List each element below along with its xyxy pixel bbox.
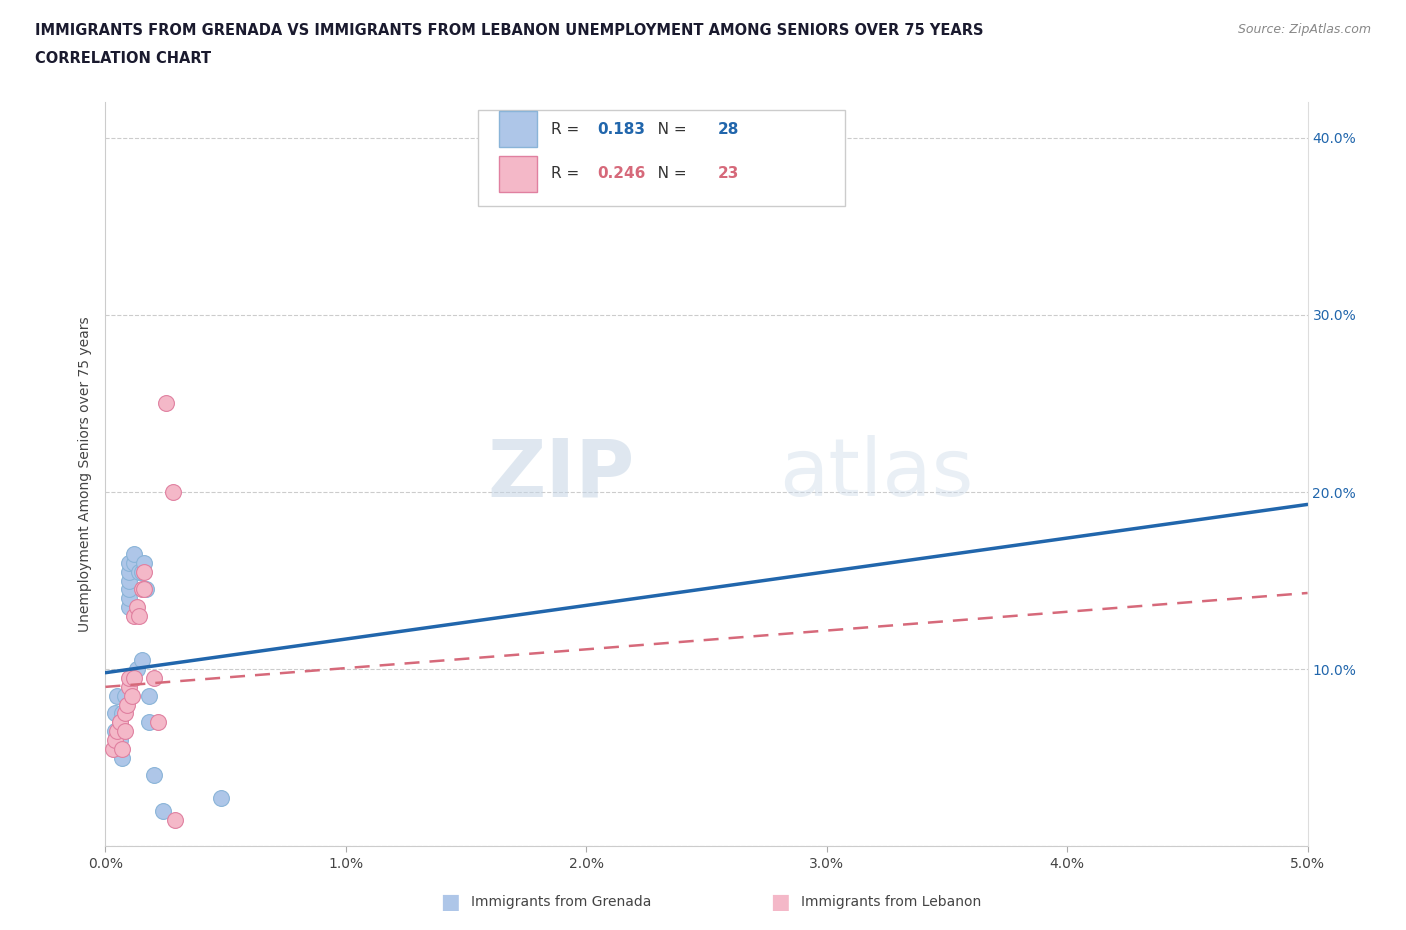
Point <box>128 608 150 623</box>
Text: atlas: atlas <box>779 435 973 513</box>
Text: IMMIGRANTS FROM GRENADA VS IMMIGRANTS FROM LEBANON UNEMPLOYMENT AMONG SENIORS OV: IMMIGRANTS FROM GRENADA VS IMMIGRANTS FR… <box>35 23 984 38</box>
Point <box>124 555 146 570</box>
Point <box>165 812 187 827</box>
Point <box>118 565 141 579</box>
Text: N =: N = <box>643 122 692 137</box>
Text: CORRELATION CHART: CORRELATION CHART <box>35 51 211 66</box>
Text: R =: R = <box>551 166 585 181</box>
Point <box>101 741 124 756</box>
Point <box>131 565 153 579</box>
Point <box>125 600 148 615</box>
Point <box>135 582 157 597</box>
Point <box>162 485 184 499</box>
Text: 0.183: 0.183 <box>598 122 645 137</box>
Point <box>115 698 138 712</box>
Y-axis label: Unemployment Among Seniors over 75 years: Unemployment Among Seniors over 75 years <box>79 316 93 632</box>
Point <box>104 724 127 738</box>
Point <box>107 724 129 738</box>
Text: ■: ■ <box>770 892 790 912</box>
Point <box>111 706 134 721</box>
Point <box>124 671 146 685</box>
Point <box>111 741 134 756</box>
Point <box>108 715 131 730</box>
Point <box>114 706 136 721</box>
Text: 28: 28 <box>717 122 738 137</box>
Text: 0.246: 0.246 <box>598 166 645 181</box>
Point <box>104 706 127 721</box>
Point <box>108 733 131 748</box>
Point <box>124 547 146 562</box>
Point <box>118 600 141 615</box>
Point <box>118 573 141 588</box>
FancyBboxPatch shape <box>499 156 537 192</box>
Point <box>131 582 153 597</box>
Point <box>118 671 141 685</box>
Point <box>114 688 136 703</box>
FancyBboxPatch shape <box>478 110 845 206</box>
Text: R =: R = <box>551 122 585 137</box>
Point <box>111 751 134 765</box>
Point <box>118 591 141 605</box>
Point <box>155 396 177 411</box>
Point <box>118 555 141 570</box>
Point <box>118 582 141 597</box>
Point <box>132 582 155 597</box>
Text: ZIP: ZIP <box>486 435 634 513</box>
Point <box>142 768 165 783</box>
Text: N =: N = <box>643 166 692 181</box>
Text: Source: ZipAtlas.com: Source: ZipAtlas.com <box>1237 23 1371 36</box>
Text: 23: 23 <box>717 166 738 181</box>
Point <box>152 804 174 818</box>
Point <box>121 688 143 703</box>
Point <box>108 715 131 730</box>
Point <box>209 791 232 806</box>
Text: Immigrants from Lebanon: Immigrants from Lebanon <box>801 895 981 910</box>
Point <box>138 688 160 703</box>
FancyBboxPatch shape <box>499 112 537 147</box>
Point <box>142 671 165 685</box>
Point <box>104 733 127 748</box>
Point <box>148 715 170 730</box>
Text: Immigrants from Grenada: Immigrants from Grenada <box>471 895 651 910</box>
Point <box>114 724 136 738</box>
Point <box>131 653 153 668</box>
Point <box>107 688 129 703</box>
Point <box>118 680 141 695</box>
Point <box>132 555 155 570</box>
Point <box>132 565 155 579</box>
Point <box>124 608 146 623</box>
Text: ■: ■ <box>440 892 460 912</box>
Point <box>125 662 148 677</box>
Point <box>138 715 160 730</box>
Point <box>104 741 127 756</box>
Point <box>128 565 150 579</box>
